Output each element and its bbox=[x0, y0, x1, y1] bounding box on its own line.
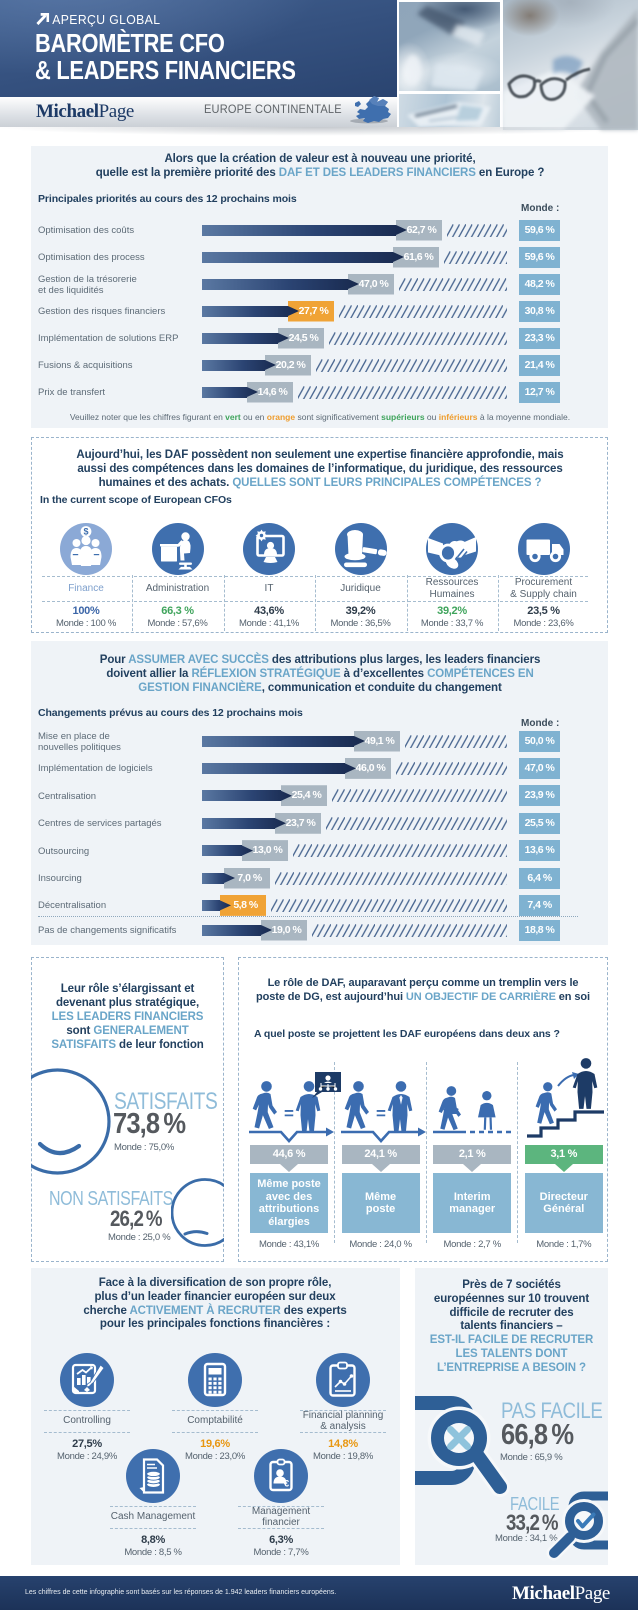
svg-text:€: € bbox=[284, 1479, 290, 1490]
svg-text:$: $ bbox=[83, 527, 88, 537]
